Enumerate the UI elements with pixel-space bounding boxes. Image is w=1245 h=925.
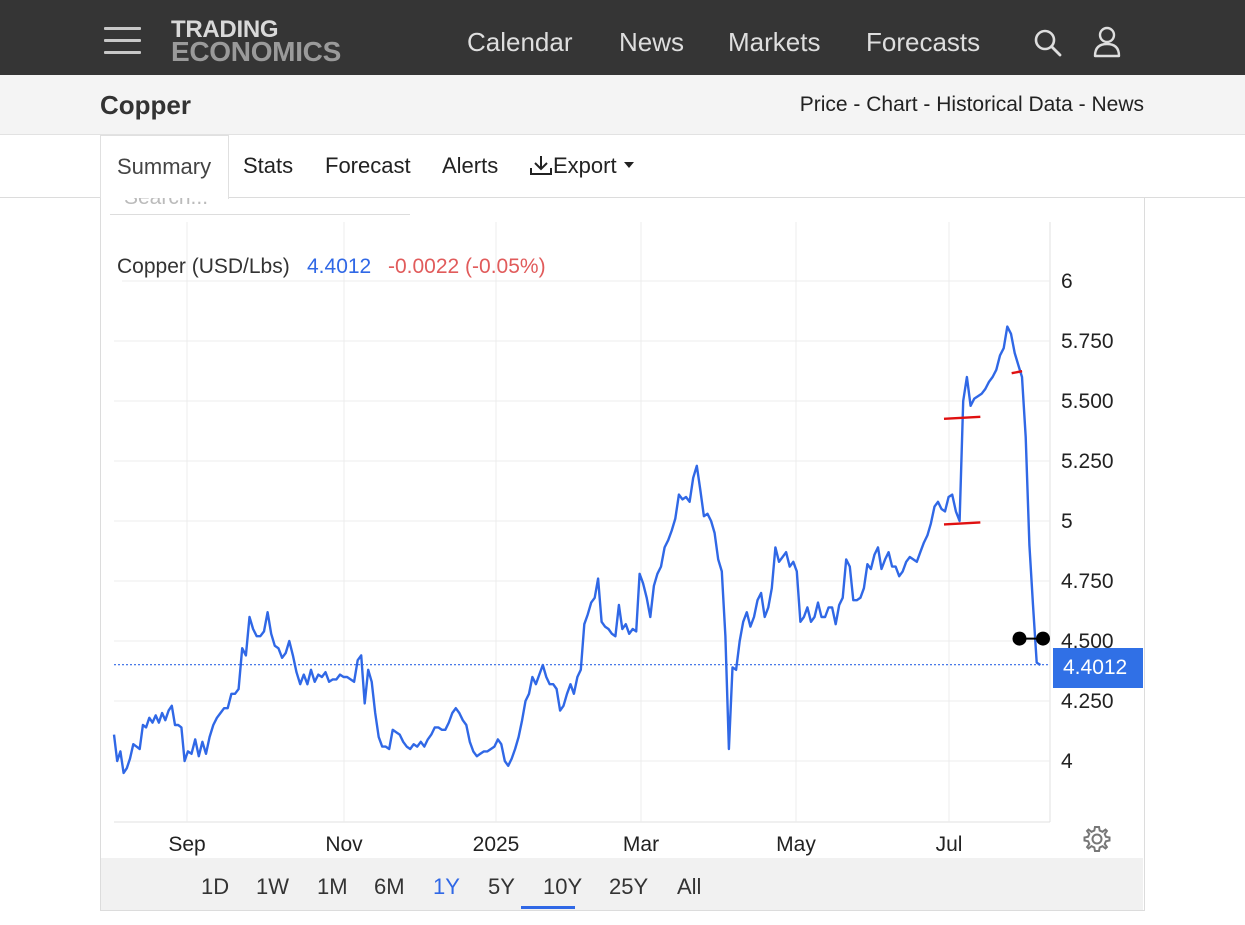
nav-news[interactable]: News [619, 27, 685, 57]
crumb-historical-data[interactable]: Historical Data [936, 93, 1073, 116]
caret-down-icon [623, 162, 634, 168]
legend-change: -0.0022 (-0.05%) [388, 255, 546, 278]
chart-legend: Copper (USD/Lbs) 4.4012 -0.0022 (-0.05%) [114, 251, 546, 283]
y-tick-label: 6 [1061, 270, 1073, 293]
crumb-chart[interactable]: Chart [866, 93, 918, 116]
crumb-news[interactable]: News [1091, 93, 1144, 116]
tab-alerts[interactable]: Alerts [442, 153, 499, 178]
annotation-segment [1011, 370, 1023, 375]
download-icon [530, 156, 552, 175]
toolbar-underline [110, 214, 410, 215]
gear-icon[interactable] [1082, 824, 1112, 854]
tab-bar: Summary Stats Forecast Alerts Export [0, 135, 1245, 199]
legend-value: 4.4012 [307, 255, 372, 278]
hamburger-icon[interactable] [104, 26, 141, 56]
y-tick-label: 4.750 [1061, 570, 1114, 593]
x-tick-label: Jul [936, 833, 963, 856]
breadcrumb: Price - Chart - Historical Data - News [800, 93, 1144, 117]
range-1d[interactable]: 1D [201, 874, 230, 899]
nav-forecasts[interactable]: Forecasts [866, 27, 981, 57]
page-title: Copper [100, 90, 191, 120]
legend-series-name: Copper (USD/Lbs) [117, 255, 290, 278]
annotation-segment [943, 521, 981, 526]
y-tick-label: 5 [1061, 510, 1073, 533]
range-1y[interactable]: 1Y [433, 874, 460, 899]
range-10y[interactable]: 10Y [543, 874, 583, 899]
nav-markets[interactable]: Markets [728, 27, 821, 57]
range-25y[interactable]: 25Y [609, 874, 649, 899]
y-tick-label: 5.500 [1061, 390, 1114, 413]
range-1m[interactable]: 1M [317, 874, 348, 899]
y-tick-label: 5.750 [1061, 330, 1114, 353]
user-icon[interactable] [1092, 26, 1122, 58]
y-tick-label: 4.250 [1061, 690, 1114, 713]
x-tick-label: Nov [325, 833, 363, 856]
x-tick-label: May [776, 833, 816, 856]
export-button[interactable]: Export [529, 153, 635, 179]
last-price-label: 4.4012 [1063, 656, 1128, 679]
crumb-price[interactable]: Price [799, 93, 848, 116]
top-navbar: TRADING ECONOMICS Calendar News Markets … [0, 0, 1245, 75]
tab-forecast[interactable]: Forecast [325, 153, 411, 178]
tab-stats[interactable]: Stats [243, 153, 294, 178]
price-line [112, 325, 1042, 775]
annotation-dot [1036, 631, 1050, 646]
tab-summary-label: Summary [117, 154, 212, 179]
nav-calendar[interactable]: Calendar [467, 27, 573, 57]
range-5y[interactable]: 5Y [488, 874, 515, 899]
y-tick-label: 4.500 [1061, 630, 1114, 653]
chart-search-input[interactable]: Search... [124, 198, 208, 210]
brand-line-1: TRADING [171, 16, 279, 43]
brand-line-2: ECONOMICS [171, 36, 341, 67]
brand-logo[interactable]: TRADING ECONOMICS [171, 16, 341, 67]
x-tick-label: Sep [168, 833, 205, 856]
annotation-segment [943, 415, 981, 420]
chart-container [100, 198, 1145, 911]
price-series [112, 325, 1050, 775]
range-all[interactable]: All [677, 874, 702, 899]
subheader: Copper Price - Chart - Historical Data -… [0, 75, 1245, 135]
crumb-separator: - [1072, 93, 1092, 116]
range-selector: 1D 1W 1M 6M 1Y 5Y 10Y 25Y All [101, 858, 1143, 910]
tab-summary[interactable]: Summary [100, 135, 229, 199]
range-6m[interactable]: 6M [374, 874, 405, 899]
crumb-separator: - [917, 93, 937, 116]
annotations [943, 370, 1050, 646]
annotation-dot [1012, 631, 1027, 646]
chart-grid [114, 222, 1051, 823]
x-tick-label: Mar [623, 833, 659, 856]
range-1w[interactable]: 1W [256, 874, 289, 899]
y-tick-label: 5.250 [1061, 450, 1114, 473]
y-tick-label: 4 [1061, 750, 1073, 773]
export-label: Export [553, 153, 617, 178]
last-price-tag: 4.4012 [1053, 648, 1143, 688]
search-icon[interactable] [1033, 28, 1063, 58]
active-range-underline [521, 906, 575, 909]
chart-toolbar[interactable]: Search... [110, 198, 410, 216]
x-tick-label: 2025 [473, 833, 520, 856]
x-axis: Sep Nov 2025 Mar May Jul [168, 833, 962, 856]
y-axis: 4 4.250 4.500 4.750 5 5.250 5.500 5.750 6 [1061, 270, 1114, 773]
crumb-separator: - [847, 93, 867, 116]
